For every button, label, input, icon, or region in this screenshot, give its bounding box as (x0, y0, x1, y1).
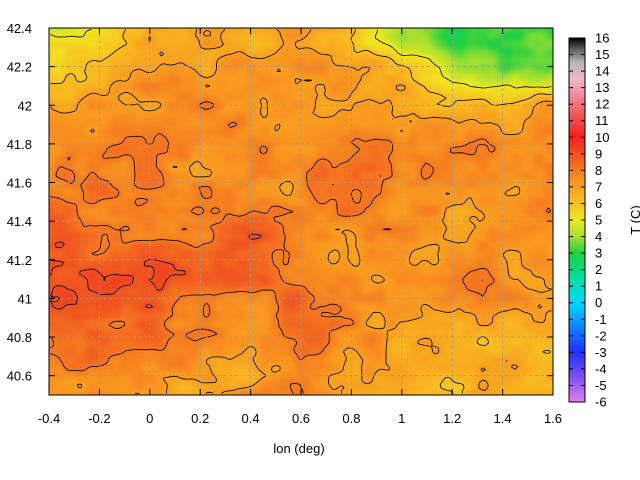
colorbar-tick-label: 14 (595, 64, 609, 79)
contour-level-7 (50, 29, 552, 394)
colorbar-tick-label: 8 (595, 163, 602, 178)
colorbar-tick-label: -4 (595, 361, 607, 376)
y-axis-ticks: 40.6 40.8 41 41.2 41.4 41.6 41.8 42 42.2 42.4 (7, 21, 553, 384)
colorbar-tick-label: 4 (595, 229, 602, 244)
colorbar-tick-label: 15 (595, 47, 609, 62)
x-tick-label: 0.2 (191, 411, 209, 426)
x-tick-label: -0.2 (88, 411, 110, 426)
colorbar-tick-label: -2 (595, 328, 607, 343)
x-tick-label: 0.4 (242, 411, 260, 426)
colorbar-tick-label: 13 (595, 80, 609, 95)
y-tick-label: 42 (18, 98, 32, 113)
x-tick-label: 1 (398, 411, 405, 426)
x-axis-ticks: -0.4 -0.2 0 0.2 0.4 0.6 0.8 1 1.2 1.4 1.6 (38, 28, 562, 426)
y-tick-label: 42.2 (7, 60, 32, 75)
y-tick-label: 41.2 (7, 253, 32, 268)
colorbar-tick-label: -1 (595, 312, 607, 327)
colorbar-tick-label: 3 (595, 246, 602, 261)
colorbar-tick-label: -6 (595, 395, 607, 410)
colorbar-tick-label: 12 (595, 97, 609, 112)
x-tick-label: -0.4 (38, 411, 60, 426)
x-tick-label: 0.8 (342, 411, 360, 426)
colorbar-tick-label: 6 (595, 196, 602, 211)
colorbar-tick-label: 7 (595, 179, 602, 194)
colorbar-tick-label: 5 (595, 213, 602, 228)
y-tick-label: 41 (18, 291, 32, 306)
colorbar-tick-label: -3 (595, 345, 607, 360)
y-tick-label: 40.8 (7, 330, 32, 345)
y-tick-label: 41.8 (7, 137, 32, 152)
y-tick-label: 41.4 (7, 214, 32, 229)
x-axis-label: lon (deg) (273, 441, 324, 456)
colorbar-tick-label: 2 (595, 262, 602, 277)
colorbar-tick-label: 1 (595, 279, 602, 294)
contour-level-5 (50, 29, 552, 89)
colorbar-tick-label: 11 (595, 113, 609, 128)
colorbar-tick-label: 16 (595, 31, 609, 46)
y-tick-label: 42.4 (7, 21, 32, 36)
contour-level-6 (50, 29, 552, 394)
contour-lines (50, 29, 552, 394)
x-tick-label: 1.6 (544, 411, 562, 426)
colorbar-tick-label: 10 (595, 130, 609, 145)
colorbar-tick-label: -5 (595, 378, 607, 393)
colorbar-label: T (C) (628, 205, 640, 234)
x-tick-label: 0 (146, 411, 153, 426)
contour-level-8 (50, 101, 552, 394)
grid-lines (49, 28, 553, 395)
colorbar-tick-label: 9 (595, 146, 602, 161)
x-tick-label: 0.6 (292, 411, 310, 426)
y-tick-label: 40.6 (7, 369, 32, 384)
x-tick-label: 1.2 (443, 411, 461, 426)
colorbar-tick-label: 0 (595, 295, 602, 310)
y-tick-label: 41.6 (7, 176, 32, 191)
x-tick-label: 1.4 (494, 411, 512, 426)
